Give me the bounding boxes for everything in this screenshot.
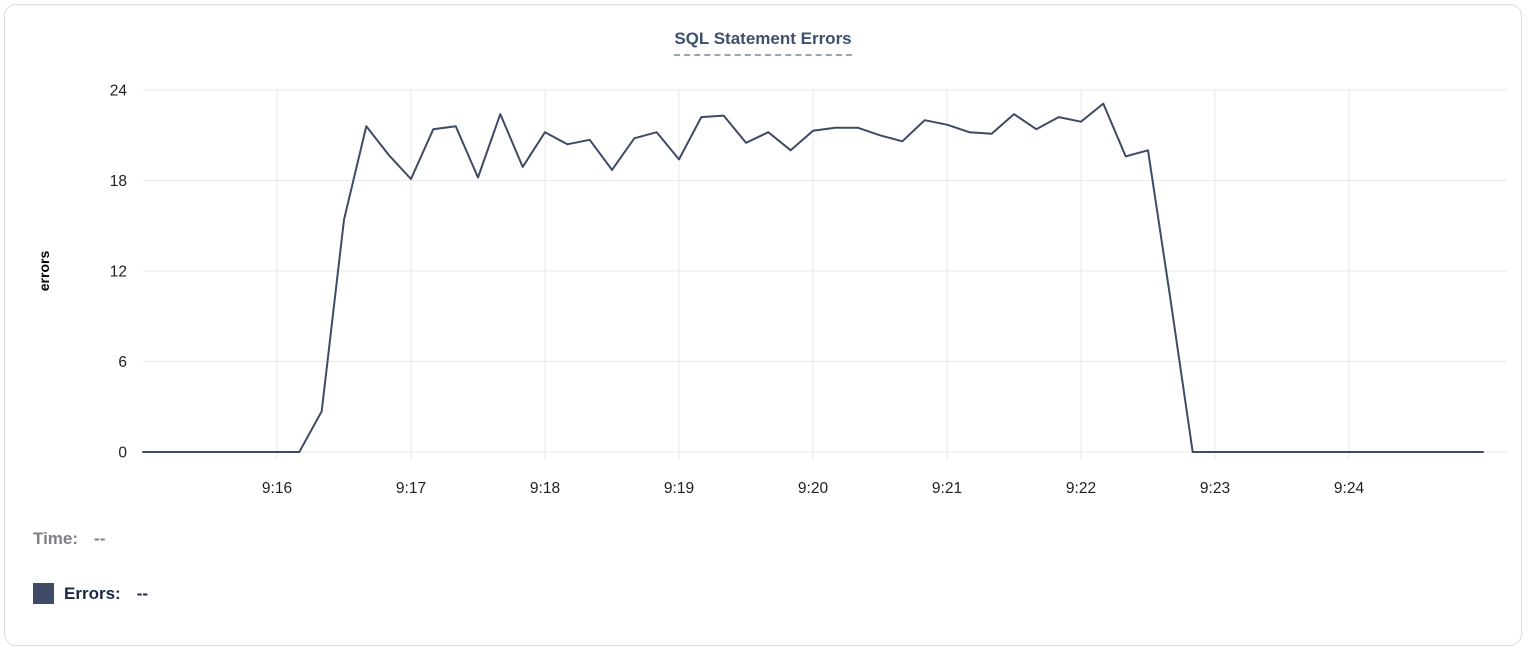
y-tick-label: 6	[118, 354, 127, 371]
x-tick-label: 9:19	[664, 480, 694, 497]
x-tick-label: 9:20	[798, 480, 829, 497]
grid-layer	[143, 89, 1507, 460]
y-tick-label: 12	[110, 264, 127, 281]
x-tick-label: 9:23	[1200, 480, 1230, 497]
x-tick-label: 9:17	[396, 480, 426, 497]
tooltip-errors-row: Errors: --	[33, 583, 148, 604]
x-tick-label: 9:21	[932, 480, 962, 497]
y-axis-title: errors	[36, 251, 52, 292]
errors-chart[interactable]: 0 6 12 18 24 9:16 9:17 9:18 9:19 9:20 9:21 9:22 9:23…	[5, 69, 1522, 509]
time-label: Time:	[33, 529, 79, 548]
chart-card: SQL Statement Errors 0 6 12 18 24 9:16 9:17 9:1…	[4, 4, 1522, 646]
series-line-errors	[142, 102, 1484, 453]
series-layer	[142, 102, 1484, 453]
axis-labels-layer: 0 6 12 18 24 9:16 9:17 9:18 9:19 9:20 9:21 9:22 9:23…	[110, 83, 1365, 498]
x-tick-label: 9:18	[530, 480, 560, 497]
x-tick-label: 9:24	[1334, 480, 1365, 497]
time-value: --	[94, 529, 106, 548]
errors-label: Errors:	[64, 583, 121, 603]
x-tick-label: 9:16	[262, 480, 292, 497]
y-tick-label: 0	[118, 445, 127, 462]
chart-title-wrap: SQL Statement Errors	[5, 29, 1521, 56]
tooltip-time-row: Time: --	[33, 529, 105, 549]
chart-title[interactable]: SQL Statement Errors	[674, 29, 852, 56]
y-tick-label: 24	[110, 83, 128, 100]
errors-value: --	[136, 583, 149, 603]
errors-legend-swatch	[33, 583, 54, 604]
x-tick-label: 9:22	[1066, 480, 1096, 497]
y-tick-label: 18	[110, 173, 127, 190]
